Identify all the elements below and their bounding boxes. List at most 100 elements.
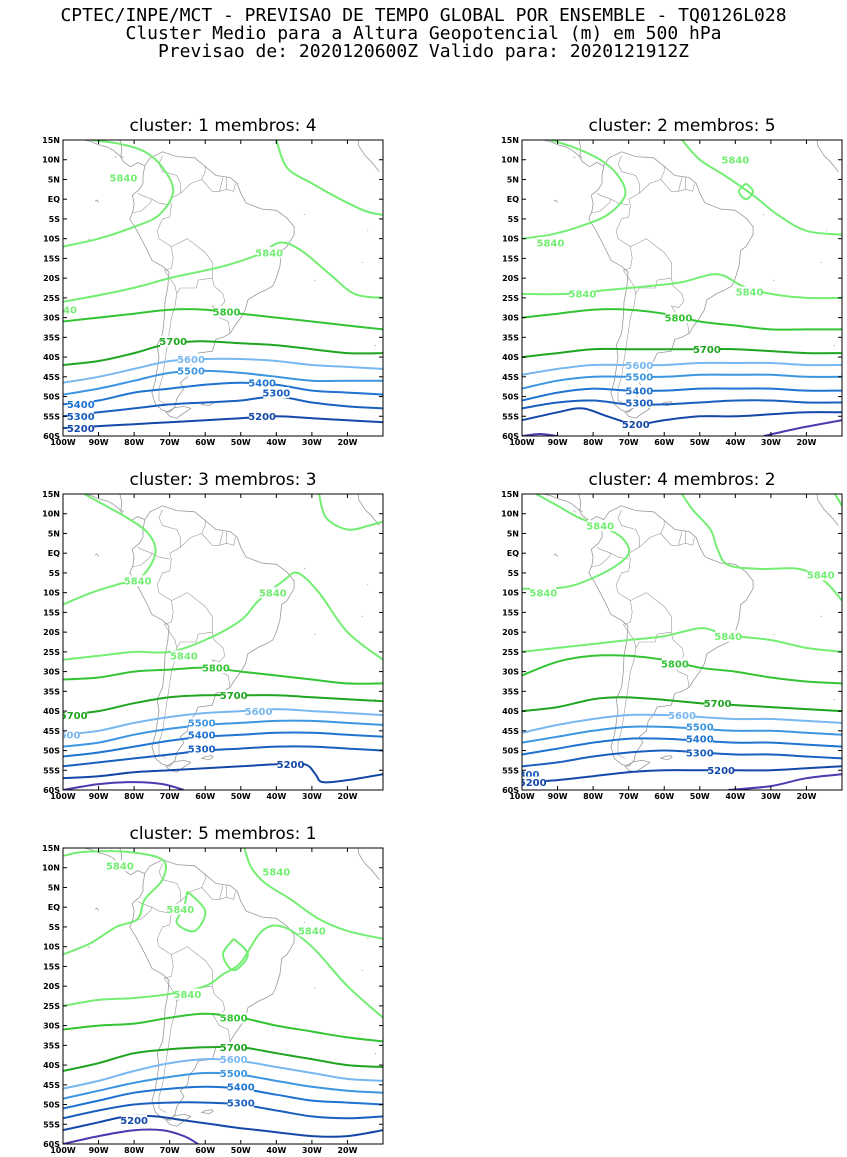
plot-frame bbox=[62, 847, 384, 1145]
island bbox=[333, 490, 337, 494]
contour-label: 5840 bbox=[110, 173, 138, 184]
y-tick-label: 5S bbox=[508, 569, 520, 578]
contour-label: 5840 bbox=[106, 862, 134, 873]
y-tick-label: 10N bbox=[501, 510, 519, 519]
x-tick-label: 90W bbox=[89, 792, 109, 801]
y-tick-label: 15S bbox=[502, 254, 519, 263]
contour-5400 bbox=[63, 381, 383, 406]
contour-5840 bbox=[63, 140, 175, 248]
contour-label: 5800 bbox=[202, 663, 230, 674]
x-tick-label: 20W bbox=[796, 438, 816, 447]
y-tick-label: 20S bbox=[43, 274, 60, 283]
y-tick-label: 55S bbox=[502, 766, 519, 775]
island bbox=[88, 238, 90, 241]
contour-label: 5700 bbox=[220, 1043, 248, 1054]
x-tick-label: 80W bbox=[124, 1146, 144, 1155]
country-border bbox=[617, 270, 637, 405]
panel-title: cluster: 4 membros: 2 bbox=[588, 470, 775, 490]
country-border bbox=[132, 193, 153, 214]
contour-label: 5840 bbox=[807, 571, 835, 582]
coastline bbox=[105, 494, 124, 513]
x-tick-label: 40W bbox=[266, 438, 286, 447]
contour-label: 5840 bbox=[569, 290, 597, 301]
country-border bbox=[639, 165, 665, 194]
contour-5100 bbox=[763, 419, 842, 436]
contour-5840 bbox=[63, 571, 383, 661]
y-tick-label: 45S bbox=[43, 1081, 60, 1090]
contour-label: 5200 bbox=[277, 760, 305, 771]
country-border bbox=[158, 863, 181, 908]
contour-label: 5200 bbox=[67, 424, 95, 435]
y-tick-label: 35S bbox=[43, 333, 60, 342]
island bbox=[762, 213, 765, 216]
x-tick-label: 100W bbox=[50, 438, 76, 447]
coastline bbox=[357, 140, 380, 172]
island bbox=[165, 1113, 192, 1127]
y-tick-label: 30S bbox=[502, 314, 519, 323]
island bbox=[624, 759, 651, 773]
y-tick-label: EQ bbox=[48, 903, 60, 912]
y-tick-label: 50S bbox=[502, 393, 519, 402]
country-border bbox=[212, 632, 226, 663]
contour-label: 5500 bbox=[220, 1069, 248, 1080]
contour-label: 5700 bbox=[159, 337, 187, 348]
y-tick-label: 15N bbox=[501, 490, 519, 499]
x-tick-label: 20W bbox=[796, 792, 816, 801]
contour-label: 5840 bbox=[721, 156, 749, 167]
contour-label: 5600 bbox=[177, 355, 205, 366]
y-tick-label: 5S bbox=[49, 923, 61, 932]
country-border bbox=[151, 906, 170, 914]
y-tick-label: 45S bbox=[502, 373, 519, 382]
contour-label: 5400 bbox=[67, 400, 95, 411]
y-tick-label: 35S bbox=[502, 687, 519, 696]
contour-5840 bbox=[522, 627, 842, 653]
contour-5300 bbox=[522, 749, 842, 768]
x-tick-label: 70W bbox=[619, 792, 639, 801]
y-tick-label: 30S bbox=[43, 314, 60, 323]
island bbox=[374, 1052, 377, 1055]
country-border bbox=[151, 198, 170, 206]
contour-label: 5800 bbox=[665, 313, 693, 324]
contour-5840 bbox=[275, 140, 383, 216]
y-tick-label: 25S bbox=[43, 1002, 60, 1011]
island bbox=[114, 156, 117, 159]
contour-5200 bbox=[522, 407, 842, 426]
x-tick-label: 70W bbox=[619, 438, 639, 447]
x-tick-label: 70W bbox=[160, 792, 180, 801]
country-border bbox=[685, 537, 695, 546]
contour-label: 5300 bbox=[227, 1098, 255, 1109]
contour-5500 bbox=[63, 369, 383, 396]
contour-5840 bbox=[63, 494, 157, 606]
y-tick-label: 5N bbox=[48, 883, 60, 892]
contour-5700 bbox=[522, 696, 842, 713]
country-border bbox=[156, 553, 174, 625]
contour-label: 5600 bbox=[668, 711, 696, 722]
y-tick-label: 55S bbox=[43, 766, 60, 775]
x-tick-label: 60W bbox=[195, 438, 215, 447]
contour-5840 bbox=[522, 140, 627, 240]
header-line-3: Previsao de: 2020120600Z Valido para: 20… bbox=[157, 41, 689, 62]
country-border bbox=[201, 177, 224, 192]
x-tick-label: 40W bbox=[725, 792, 745, 801]
island bbox=[833, 344, 836, 347]
country-border bbox=[180, 519, 206, 548]
x-tick-label: 90W bbox=[548, 438, 568, 447]
y-tick-label: 15N bbox=[42, 490, 60, 499]
island bbox=[94, 553, 99, 557]
y-tick-label: 10S bbox=[43, 235, 60, 244]
y-tick-label: 35S bbox=[43, 1041, 60, 1050]
country-border bbox=[156, 907, 174, 979]
contour-label: 5400 bbox=[227, 1083, 255, 1094]
contour-label: 5600 bbox=[625, 361, 653, 372]
contour-label: 5300 bbox=[686, 748, 714, 759]
contour-label: 5700 bbox=[704, 699, 732, 710]
contour-label: 5840 bbox=[259, 588, 287, 599]
contour-label: 5700 bbox=[220, 691, 248, 702]
contour-label: 5840 bbox=[166, 905, 194, 916]
x-tick-label: 80W bbox=[583, 792, 603, 801]
country-border bbox=[158, 624, 178, 759]
plot-frame bbox=[62, 139, 384, 437]
x-tick-label: 70W bbox=[160, 1146, 180, 1155]
contour-label: 5300 bbox=[512, 770, 540, 781]
